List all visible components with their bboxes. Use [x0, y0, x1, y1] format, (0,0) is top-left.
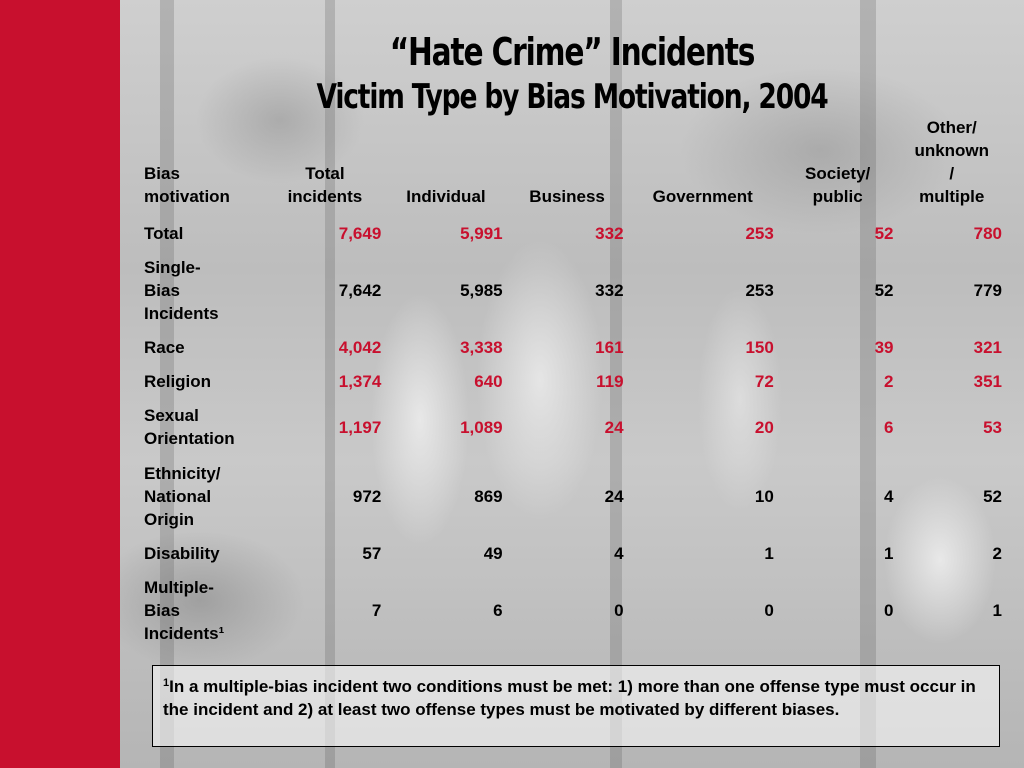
victim-type-table: Bias motivation Total incidents Individu… [140, 116, 1006, 650]
row-value-cell: 52 [983, 486, 1002, 506]
slide-title: “Hate Crime” Incidents [389, 30, 756, 74]
row-value-cell: 4 [884, 486, 894, 506]
background-photo [120, 0, 1024, 768]
row-value-cell: 0 [764, 600, 774, 620]
footnote-marker: 1 [163, 677, 170, 689]
row-value-cell: 869 [474, 486, 503, 506]
row-value-cell: 39 [874, 337, 894, 357]
row-value-cell: 7,649 [338, 223, 382, 243]
row-label: Disability [144, 543, 220, 563]
background-tree-trunk [860, 0, 876, 768]
row-value-cell: 1,197 [338, 417, 382, 437]
red-sidebar-bar [0, 0, 120, 768]
row-value-cell: 321 [973, 337, 1002, 357]
table-header-row: Bias motivation Total incidents Individu… [140, 116, 1006, 216]
row-value-cell: 3,338 [460, 337, 503, 357]
row-value-cell: 4,042 [338, 337, 382, 357]
row-value-cell: 7,642 [338, 280, 382, 300]
row-value-cell: 332 [595, 223, 624, 243]
header-other-unknown-multiple: Other/ unknown / multiple [914, 118, 990, 206]
row-label: Single- Bias Incidents [144, 257, 219, 323]
table-body: Total 7,649 5,991 332 253 52 780 Single- Bias Inc… [140, 216, 1006, 650]
row-value-cell: 780 [973, 223, 1002, 243]
row-value-cell: 2 [884, 371, 894, 391]
row-value-cell: 161 [595, 337, 624, 357]
footnote-text: In a multiple-bias incident two conditio… [163, 677, 976, 719]
header-society-public: Society/ public [805, 164, 871, 206]
table-row: Disability 57 49 4 1 1 2 [140, 536, 1006, 570]
row-value-cell: 1 [992, 600, 1002, 620]
row-value-cell: 1,089 [460, 417, 503, 437]
row-label: Religion [144, 371, 212, 391]
row-value-cell: 0 [614, 600, 624, 620]
table-row: Total 7,649 5,991 332 253 52 780 [140, 216, 1006, 250]
header-business: Business [529, 187, 605, 206]
table-row: Ethnicity/National Origin 972 869 24 10 4 52 [140, 456, 1006, 536]
row-value-cell: 24 [604, 486, 624, 506]
row-value-cell: 253 [745, 223, 774, 243]
row-value-cell: 5,985 [460, 280, 503, 300]
header-government: Government [652, 187, 753, 206]
row-value-cell: 57 [362, 543, 382, 563]
table-row: Single- Bias Incidents 7,642 5,985 332 253 52 77… [140, 250, 1006, 330]
row-value-cell: 49 [483, 543, 503, 563]
row-value-cell: 972 [352, 486, 382, 506]
row-value-cell: 20 [754, 417, 774, 437]
table-row: Race 4,042 3,338 161 150 39 321 [140, 330, 1006, 364]
row-value-cell: 6 [493, 600, 503, 620]
row-label: Sexual Orientation [144, 406, 235, 448]
background-tree-trunk [160, 0, 174, 768]
header-individual: Individual [406, 187, 486, 206]
slide-subtitle: Victim Type by Bias Motivation, 2004 [316, 77, 828, 117]
row-value-cell: 253 [745, 280, 774, 300]
title-block: “Hate Crime” Incidents Victim Type by Bi… [120, 28, 1024, 118]
row-value-cell: 779 [973, 280, 1002, 300]
footnote-box: 1In a multiple-bias incident two conditi… [152, 665, 1000, 747]
row-label: Race [144, 337, 185, 357]
table-row: Religion 1,374 640 119 72 2 351 [140, 364, 1006, 398]
background-tree-trunk [610, 0, 622, 768]
row-value-cell: 7 [371, 600, 382, 620]
row-value-cell: 1 [884, 543, 894, 563]
row-value-cell: 52 [874, 223, 894, 243]
table-row: Multiple- Bias Incidents¹ 7 6 0 0 0 1 [140, 570, 1006, 650]
header-bias-motivation: Bias motivation [144, 164, 230, 206]
header-total-incidents: Total incidents [287, 164, 363, 206]
row-value-cell: 10 [754, 486, 774, 506]
row-value-cell: 150 [745, 337, 774, 357]
row-value-cell: 24 [604, 417, 624, 437]
row-value-cell: 5,991 [460, 223, 503, 243]
row-value-cell: 332 [595, 280, 624, 300]
row-label: Total [144, 223, 184, 243]
row-value-cell: 52 [874, 280, 894, 300]
row-value-cell: 351 [973, 371, 1002, 391]
row-value-cell: 119 [596, 371, 624, 391]
row-value-cell: 53 [983, 417, 1002, 437]
row-value-cell: 1 [764, 543, 774, 563]
row-label: Multiple- Bias Incidents¹ [144, 577, 225, 643]
row-value-cell: 1,374 [338, 371, 382, 391]
row-value-cell: 2 [992, 543, 1002, 563]
background-tree-trunk [325, 0, 335, 768]
table-row: Sexual Orientation 1,197 1,089 24 20 6 53 [140, 398, 1006, 456]
row-value-cell: 640 [474, 371, 503, 391]
row-value-cell: 72 [754, 371, 774, 391]
row-value-cell: 4 [614, 543, 624, 563]
row-value-cell: 0 [884, 600, 894, 620]
row-value-cell: 6 [884, 417, 894, 437]
row-label: Ethnicity/National Origin [144, 463, 221, 529]
